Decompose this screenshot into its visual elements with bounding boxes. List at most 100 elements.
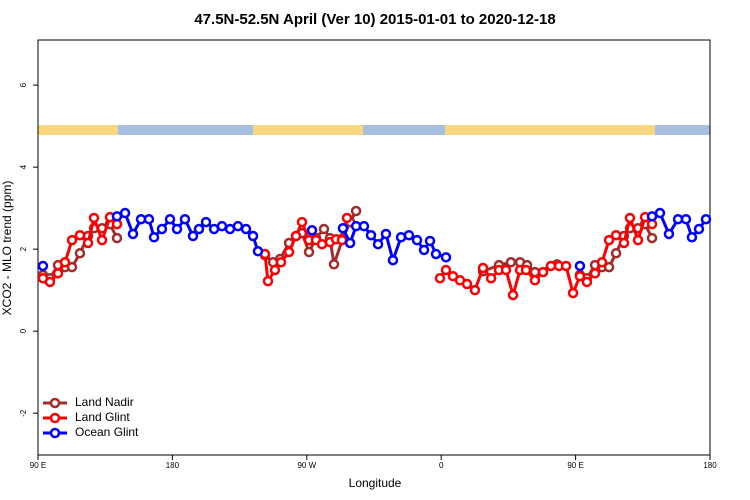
data-point bbox=[560, 260, 572, 272]
x-tick-label: 90 W bbox=[297, 461, 316, 470]
data-point bbox=[693, 223, 705, 235]
data-point bbox=[372, 238, 384, 250]
data-point bbox=[380, 228, 392, 240]
data-point bbox=[148, 231, 160, 243]
data-point bbox=[365, 229, 377, 241]
data-point bbox=[418, 244, 430, 256]
x-axis-label: Longitude bbox=[349, 476, 402, 490]
data-point bbox=[74, 247, 86, 259]
data-point bbox=[74, 229, 86, 241]
data-point bbox=[156, 223, 168, 235]
data-point bbox=[430, 248, 442, 260]
data-point bbox=[646, 232, 658, 244]
data-point bbox=[700, 213, 712, 225]
y-tick-label: -2 bbox=[19, 409, 28, 417]
data-point bbox=[52, 268, 64, 279]
legend-marker bbox=[49, 412, 61, 424]
data-point bbox=[589, 268, 601, 279]
data-point bbox=[403, 229, 415, 241]
data-point bbox=[350, 205, 362, 217]
data-point bbox=[119, 207, 131, 219]
data-point bbox=[82, 237, 94, 249]
data-point bbox=[440, 252, 452, 263]
legend-label: Ocean Glint bbox=[75, 425, 139, 439]
x-tick-label: 0 bbox=[439, 461, 444, 470]
data-point bbox=[581, 276, 593, 288]
data-point bbox=[59, 257, 71, 268]
y-axis-label: XCO2 - MLO trend (ppm) bbox=[0, 181, 14, 316]
data-point bbox=[654, 207, 666, 219]
data-point bbox=[306, 225, 318, 236]
data-point bbox=[440, 264, 452, 276]
data-point bbox=[596, 257, 608, 268]
data-point bbox=[624, 212, 636, 224]
data-point bbox=[574, 270, 586, 282]
data-point bbox=[232, 220, 244, 232]
data-point bbox=[66, 234, 78, 246]
data-point bbox=[193, 223, 205, 235]
data-point bbox=[500, 264, 512, 276]
data-point bbox=[44, 276, 56, 288]
data-point bbox=[358, 220, 370, 232]
data-point bbox=[275, 257, 287, 268]
data-point bbox=[328, 259, 340, 270]
land-ocean-strip bbox=[38, 125, 710, 135]
data-point bbox=[143, 213, 155, 225]
data-point bbox=[96, 234, 108, 246]
data-point bbox=[610, 247, 622, 259]
data-point bbox=[111, 232, 123, 244]
data-point bbox=[200, 216, 212, 228]
data-point bbox=[574, 260, 586, 272]
data-point bbox=[187, 230, 199, 242]
data-point bbox=[171, 223, 183, 235]
data-point bbox=[88, 212, 100, 224]
data-point bbox=[424, 235, 436, 247]
data-point bbox=[262, 275, 274, 287]
data-point bbox=[127, 228, 139, 240]
data-point bbox=[296, 216, 308, 228]
x-tick-label: 90 E bbox=[567, 461, 583, 470]
legend-marker bbox=[49, 397, 61, 409]
data-point bbox=[252, 245, 264, 257]
data-point bbox=[485, 273, 497, 284]
chart-title: 47.5N-52.5N April (Ver 10) 2015-01-01 to… bbox=[194, 11, 555, 28]
data-point bbox=[632, 234, 644, 246]
data-point bbox=[344, 237, 356, 249]
data-point bbox=[111, 211, 123, 222]
data-point bbox=[529, 275, 541, 286]
data-point bbox=[618, 237, 630, 249]
data-point bbox=[469, 284, 481, 296]
data-point bbox=[411, 234, 423, 246]
data-point bbox=[283, 246, 295, 258]
data-point bbox=[66, 261, 78, 273]
data-point bbox=[545, 260, 557, 272]
y-tick-label: 2 bbox=[19, 246, 28, 251]
x-tick-label: 180 bbox=[703, 461, 717, 470]
data-point bbox=[686, 231, 698, 243]
data-point bbox=[341, 212, 353, 224]
data-point bbox=[663, 228, 675, 240]
data-point bbox=[216, 220, 228, 232]
plot-frame bbox=[37, 39, 711, 456]
data-point bbox=[336, 234, 348, 246]
legend-label: Land Nadir bbox=[75, 395, 134, 409]
y-tick-label: 0 bbox=[19, 328, 28, 333]
data-point bbox=[507, 289, 519, 301]
x-tick-label: 90 E bbox=[30, 461, 46, 470]
data-point bbox=[603, 261, 615, 273]
data-point bbox=[303, 246, 315, 258]
data-point bbox=[520, 264, 532, 276]
data-point bbox=[680, 213, 692, 225]
data-point bbox=[434, 273, 446, 284]
y-tick-label: 6 bbox=[19, 82, 28, 87]
data-point bbox=[318, 223, 330, 235]
data-point bbox=[37, 260, 49, 272]
data-point bbox=[477, 262, 489, 274]
x-tick-label: 180 bbox=[166, 461, 180, 470]
data-point bbox=[269, 264, 281, 276]
data-point bbox=[337, 222, 349, 234]
data-point bbox=[505, 257, 517, 268]
legend-label: Land Glint bbox=[75, 410, 130, 424]
y-tick-label: 4 bbox=[19, 164, 28, 169]
